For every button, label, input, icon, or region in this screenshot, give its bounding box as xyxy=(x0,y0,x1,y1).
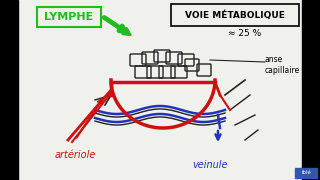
Text: VOIE MÉTABOLIQUE: VOIE MÉTABOLIQUE xyxy=(185,10,285,20)
Text: anse
capillaire: anse capillaire xyxy=(265,55,300,75)
FancyBboxPatch shape xyxy=(37,7,101,27)
FancyBboxPatch shape xyxy=(171,4,299,26)
Bar xyxy=(0,0,18,180)
Text: LYMPHE: LYMPHE xyxy=(44,12,94,22)
Text: iblé: iblé xyxy=(301,170,311,175)
Text: ≈ 25 %: ≈ 25 % xyxy=(228,28,262,37)
Bar xyxy=(295,168,317,178)
Bar xyxy=(302,0,320,180)
Text: veinule: veinule xyxy=(192,160,228,170)
Text: artériole: artériole xyxy=(54,150,96,160)
